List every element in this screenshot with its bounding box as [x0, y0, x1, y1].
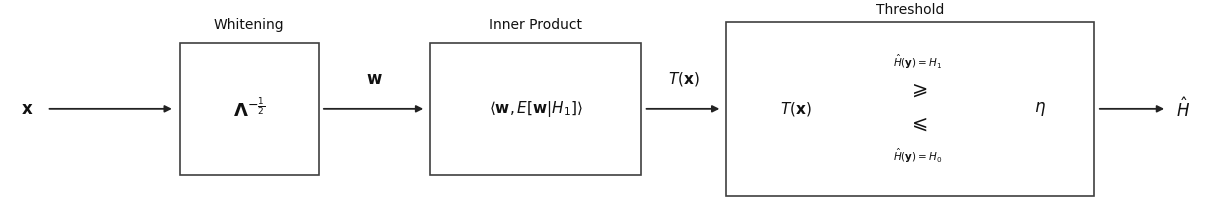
Text: $\hat{H}$: $\hat{H}$	[1176, 97, 1189, 121]
Text: $\leqslant$: $\leqslant$	[908, 114, 928, 133]
Text: $\mathbf{\Lambda}^{-\frac{1}{2}}$: $\mathbf{\Lambda}^{-\frac{1}{2}}$	[234, 97, 265, 121]
Text: Threshold: Threshold	[876, 3, 944, 17]
Text: $\mathbf{w}$: $\mathbf{w}$	[365, 70, 382, 88]
Text: Whitening: Whitening	[214, 18, 284, 32]
Text: $\hat{H}(\mathbf{y})=H_0$: $\hat{H}(\mathbf{y})=H_0$	[893, 146, 943, 165]
FancyBboxPatch shape	[179, 43, 318, 175]
Text: $\hat{H}(\mathbf{y})=H_1$: $\hat{H}(\mathbf{y})=H_1$	[893, 53, 943, 71]
FancyBboxPatch shape	[430, 43, 641, 175]
Text: $\mathbf{x}$: $\mathbf{x}$	[21, 100, 34, 118]
Text: $T(\mathbf{x})$: $T(\mathbf{x})$	[780, 100, 812, 118]
Text: $\langle \mathbf{w}, E[\mathbf{w}|H_1] \rangle$: $\langle \mathbf{w}, E[\mathbf{w}|H_1] \…	[489, 99, 582, 119]
Text: $T(\mathbf{x})$: $T(\mathbf{x})$	[668, 70, 699, 88]
Text: $\eta$: $\eta$	[1035, 100, 1047, 118]
Text: $\geqslant$: $\geqslant$	[908, 80, 928, 99]
FancyBboxPatch shape	[726, 22, 1095, 196]
Text: Inner Product: Inner Product	[489, 18, 582, 32]
